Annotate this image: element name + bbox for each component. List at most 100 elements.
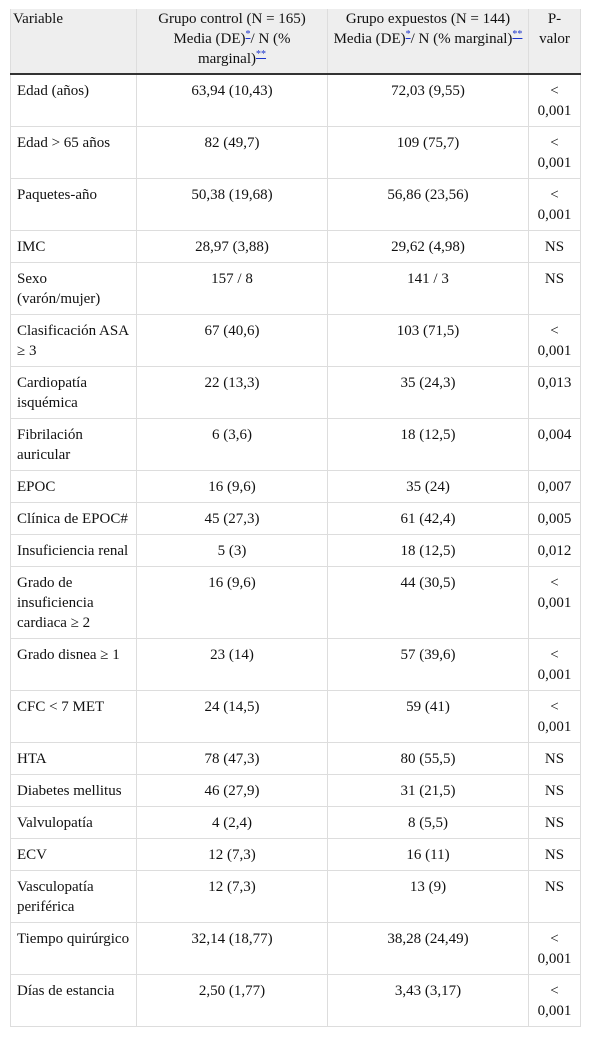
value-cell: 8 (5,5) xyxy=(327,806,529,839)
value-cell: 80 (55,5) xyxy=(327,742,529,775)
variable-cell: Edad (años) xyxy=(10,74,137,127)
p-value-cell: 0,005 xyxy=(528,502,581,535)
p-value-cell: 0,013 xyxy=(528,366,581,419)
table-row: Edad (años) 63,94 (10,43) 72,03 (9,55) < 0,… xyxy=(10,74,581,127)
variable-cell: HTA xyxy=(10,742,137,775)
header-cell: Variable xyxy=(10,9,137,75)
header-text: P-valor xyxy=(539,11,570,47)
footnote-link[interactable]: ** xyxy=(256,49,267,60)
p-value-cell: < 0,001 xyxy=(528,566,581,639)
p-value-cell: < 0,001 xyxy=(528,74,581,127)
table-header: Variable Grupo control (N = 165) Media (D… xyxy=(10,9,581,75)
p-value-cell: NS xyxy=(528,230,581,263)
variable-cell: EPOC xyxy=(10,470,137,503)
variable-cell: Tiempo quirúrgico xyxy=(10,922,137,975)
footnote-link[interactable]: ** xyxy=(512,29,523,40)
value-cell: 72,03 (9,55) xyxy=(327,74,529,127)
value-cell: 57 (39,6) xyxy=(327,638,529,691)
variable-cell: IMC xyxy=(10,230,137,263)
value-cell: 63,94 (10,43) xyxy=(136,74,328,127)
value-cell: 16 (9,6) xyxy=(136,566,328,639)
value-cell: 13 (9) xyxy=(327,870,529,923)
p-value-cell: 0,012 xyxy=(528,534,581,567)
value-cell: 82 (49,7) xyxy=(136,126,328,179)
p-value-cell: NS xyxy=(528,806,581,839)
table-row: Valvulopatía 4 (2,4) 8 (5,5) NS xyxy=(10,806,581,839)
variable-cell: CFC < 7 MET xyxy=(10,690,137,743)
header-cell: P-valor xyxy=(528,9,581,75)
header-text: Media (DE) xyxy=(333,31,406,47)
variable-cell: Paquetes-año xyxy=(10,178,137,231)
table-row: Grado disnea ≥ 1 23 (14) 57 (39,6) < 0,001 xyxy=(10,638,581,691)
table-row: Diabetes mellitus 46 (27,9) 31 (21,5) NS xyxy=(10,774,581,807)
value-cell: 35 (24,3) xyxy=(327,366,529,419)
header-text: / N (% marginal) xyxy=(410,31,513,47)
value-cell: 4 (2,4) xyxy=(136,806,328,839)
table-body: Edad (años) 63,94 (10,43) 72,03 (9,55) < 0,… xyxy=(10,74,581,1027)
value-cell: 67 (40,6) xyxy=(136,314,328,367)
variable-cell: Fibrilación auricular xyxy=(10,418,137,471)
value-cell: 28,97 (3,88) xyxy=(136,230,328,263)
table-row: Tiempo quirúrgico 32,14 (18,77) 38,28 (24,… xyxy=(10,922,581,975)
variable-cell: Clasificación ASA ≥ 3 xyxy=(10,314,137,367)
value-cell: 18 (12,5) xyxy=(327,534,529,567)
header-text: / N (% marginal) xyxy=(197,31,291,67)
value-cell: 18 (12,5) xyxy=(327,418,529,471)
variable-cell: ECV xyxy=(10,838,137,871)
table-row: Grado de insuficiencia cardiaca ≥ 2 16 (9… xyxy=(10,566,581,639)
p-value-cell: NS xyxy=(528,742,581,775)
p-value-cell: < 0,001 xyxy=(528,126,581,179)
header-text: Media (DE) xyxy=(173,31,246,47)
header-row: Variable Grupo control (N = 165) Media (D… xyxy=(10,9,581,75)
value-cell: 32,14 (18,77) xyxy=(136,922,328,975)
header-cell: Grupo control (N = 165) Media (DE)*/ N (%… xyxy=(136,9,328,75)
variable-cell: Vasculopatía periférica xyxy=(10,870,137,923)
variable-cell: Sexo (varón/mujer) xyxy=(10,262,137,315)
header-text: Grupo expuestos (N = 144) xyxy=(345,11,511,27)
table-row: CFC < 7 MET 24 (14,5) 59 (41) < 0,001 xyxy=(10,690,581,743)
variable-cell: Insuficiencia renal xyxy=(10,534,137,567)
value-cell: 6 (3,6) xyxy=(136,418,328,471)
header-cell: Grupo expuestos (N = 144) Media (DE)*/ N … xyxy=(327,9,529,75)
header-text: Grupo control (N = 165) xyxy=(158,11,306,27)
table-row: Sexo (varón/mujer) 157 / 8 141 / 3 NS xyxy=(10,262,581,315)
variable-cell: Edad > 65 años xyxy=(10,126,137,179)
variable-cell: Grado de insuficiencia cardiaca ≥ 2 xyxy=(10,566,137,639)
p-value-cell: < 0,001 xyxy=(528,638,581,691)
value-cell: 109 (75,7) xyxy=(327,126,529,179)
value-cell: 12 (7,3) xyxy=(136,870,328,923)
value-cell: 59 (41) xyxy=(327,690,529,743)
p-value-cell: < 0,001 xyxy=(528,922,581,975)
p-value-cell: NS xyxy=(528,870,581,923)
variable-cell: Clínica de EPOC# xyxy=(10,502,137,535)
variable-cell: Días de estancia xyxy=(10,974,137,1027)
value-cell: 31 (21,5) xyxy=(327,774,529,807)
value-cell: 5 (3) xyxy=(136,534,328,567)
value-cell: 24 (14,5) xyxy=(136,690,328,743)
table-row: Paquetes-año 50,38 (19,68) 56,86 (23,56) < … xyxy=(10,178,581,231)
table-row: IMC 28,97 (3,88) 29,62 (4,98) NS xyxy=(10,230,581,263)
value-cell: 103 (71,5) xyxy=(327,314,529,367)
value-cell: 44 (30,5) xyxy=(327,566,529,639)
p-value-cell: < 0,001 xyxy=(528,178,581,231)
p-value-cell: < 0,001 xyxy=(528,690,581,743)
p-value-cell: < 0,001 xyxy=(528,974,581,1027)
footnote-link[interactable]: * xyxy=(405,29,411,40)
value-cell: 38,28 (24,49) xyxy=(327,922,529,975)
value-cell: 45 (27,3) xyxy=(136,502,328,535)
table-row: Días de estancia 2,50 (1,77) 3,43 (3,17) < … xyxy=(10,974,581,1027)
value-cell: 46 (27,9) xyxy=(136,774,328,807)
table-row: Clasificación ASA ≥ 3 67 (40,6) 103 (71,5)… xyxy=(10,314,581,367)
header-text: Variable xyxy=(13,11,63,27)
p-value-cell: < 0,001 xyxy=(528,314,581,367)
footnote-link[interactable]: * xyxy=(245,29,251,40)
variable-cell: Valvulopatía xyxy=(10,806,137,839)
table-row: ECV 12 (7,3) 16 (11) NS xyxy=(10,838,581,871)
table-row: Edad > 65 años 82 (49,7) 109 (75,7) < 0,001 xyxy=(10,126,581,179)
variable-cell: Diabetes mellitus xyxy=(10,774,137,807)
p-value-cell: 0,007 xyxy=(528,470,581,503)
table-row: Vasculopatía periférica 12 (7,3) 13 (9) NS xyxy=(10,870,581,923)
p-value-cell: 0,004 xyxy=(528,418,581,471)
value-cell: 141 / 3 xyxy=(327,262,529,315)
